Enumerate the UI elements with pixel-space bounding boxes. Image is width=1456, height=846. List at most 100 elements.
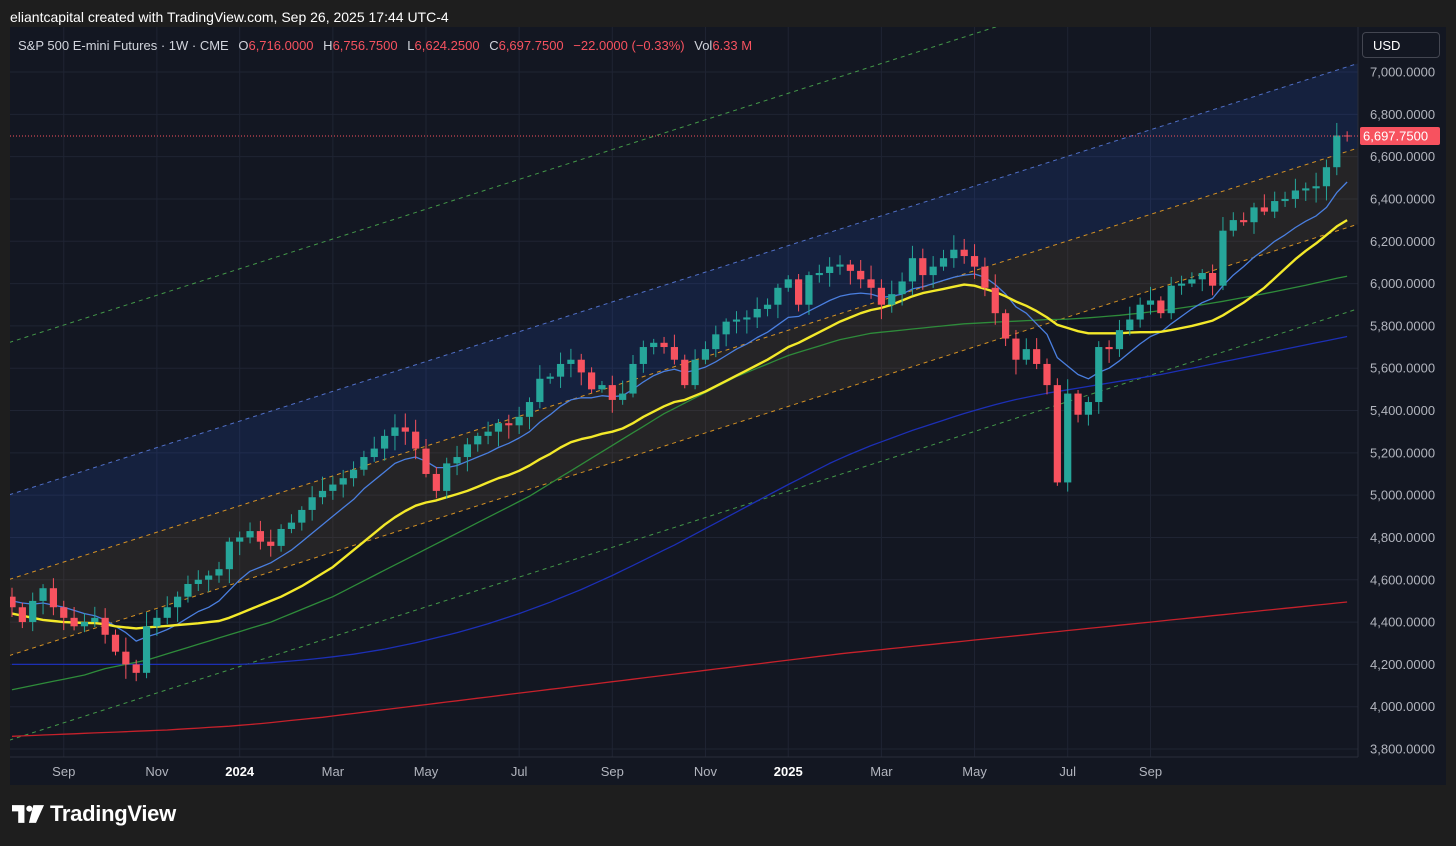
candle-body <box>536 378 544 403</box>
channel-band <box>10 148 1358 656</box>
x-tick-label: Sep <box>52 764 75 779</box>
candle-body <box>163 607 171 618</box>
y-tick-label: 5,200.0000 <box>1370 445 1435 460</box>
candle-body <box>1219 230 1227 286</box>
candle-body <box>1322 167 1331 187</box>
candle-body <box>598 385 606 390</box>
candle-body <box>1333 135 1341 168</box>
x-tick-label: Jul <box>511 764 528 779</box>
candle-body <box>981 266 989 288</box>
candle-body <box>743 317 751 320</box>
candle-body <box>10 596 16 608</box>
candle-body <box>846 264 854 271</box>
candle-body <box>39 588 47 601</box>
brand-name: TradingView <box>50 801 176 826</box>
currency-button[interactable]: USD <box>1362 32 1440 58</box>
candle-body <box>1302 188 1310 191</box>
x-tick-label: Nov <box>145 764 169 779</box>
volume-value: 6.33 M <box>712 38 753 53</box>
candle-body <box>1240 220 1248 223</box>
y-tick-label: 6,600.0000 <box>1370 149 1435 164</box>
last-price-label: 6,697.7500 <box>1363 128 1428 143</box>
channel-line <box>10 308 1358 741</box>
candle-body <box>970 256 979 267</box>
candle-body <box>650 342 658 348</box>
candle-body <box>826 266 834 273</box>
price-chart[interactable]: 3,800.0000 4,000.0000 4,200.0000 4,400.0000… <box>10 27 1446 785</box>
y-tick-label: 5,800.0000 <box>1370 318 1435 333</box>
candle-body <box>1033 349 1041 364</box>
candle-body <box>1084 402 1092 415</box>
candle-body <box>443 463 451 491</box>
candle-body <box>174 596 182 608</box>
candle-body <box>463 444 471 458</box>
high-label: H <box>323 38 333 53</box>
candle-body <box>132 664 140 673</box>
candle-body <box>308 497 316 510</box>
y-tick-label: 5,400.0000 <box>1370 403 1435 418</box>
candle-body <box>1126 319 1134 331</box>
candle-body <box>246 531 254 538</box>
ema-fast-line <box>11 181 1348 642</box>
candle-body <box>101 617 109 635</box>
channel-line <box>10 63 1358 496</box>
y-tick-label: 4,000.0000 <box>1370 699 1435 714</box>
chart-panel[interactable]: 3,800.0000 4,000.0000 4,200.0000 4,400.0000… <box>10 27 1446 785</box>
candle-body <box>60 607 68 618</box>
candle-body <box>1167 285 1175 314</box>
y-tick-label: 4,800.0000 <box>1370 530 1435 545</box>
x-tick-label: May <box>962 764 987 779</box>
ema-slow-line <box>11 219 1348 630</box>
candle-body <box>1250 207 1258 223</box>
high-value: 6,756.7500 <box>332 38 398 53</box>
candle-body <box>329 484 337 491</box>
candle-body <box>525 402 534 417</box>
candle-body <box>494 423 503 432</box>
candle-body <box>287 522 296 529</box>
candle-body <box>588 372 596 390</box>
candle-body <box>722 321 730 335</box>
candle-body <box>1043 363 1051 386</box>
candle-body <box>763 304 772 309</box>
attribution-text: eliantcapital created with TradingView.c… <box>10 9 449 25</box>
candle-body <box>236 537 244 542</box>
candle-body <box>1136 304 1144 320</box>
sma-300-line <box>11 601 1348 737</box>
candle-body <box>888 294 896 305</box>
candle-body <box>556 363 565 377</box>
candle-body <box>577 359 585 373</box>
candle-body <box>381 435 389 449</box>
candle-body <box>608 385 616 400</box>
candle-body <box>1271 201 1279 212</box>
candle-body <box>1281 198 1289 202</box>
candle-body <box>432 473 440 491</box>
y-tick-label: 4,400.0000 <box>1370 615 1435 630</box>
x-tick-label: Sep <box>601 764 624 779</box>
candle-body <box>619 393 627 400</box>
candle-body <box>1146 300 1155 305</box>
candle-body <box>70 617 78 627</box>
sma-200-line <box>12 335 1348 666</box>
candle-body <box>1188 279 1196 284</box>
x-tick-label: May <box>414 764 439 779</box>
candle-body <box>277 528 285 546</box>
y-tick-label: 6,200.0000 <box>1370 234 1435 249</box>
candle-body <box>205 575 213 580</box>
symbol-legend: S&P 500 E-mini Futures · 1W · CME O6,716… <box>18 38 752 53</box>
symbol-name[interactable]: S&P 500 E-mini Futures · 1W · CME <box>18 38 229 53</box>
candle-body <box>795 279 803 305</box>
candle-body <box>670 347 678 360</box>
volume-label: Vol <box>694 38 713 53</box>
candle-body <box>412 431 420 449</box>
candle-body <box>142 626 151 673</box>
candle-body <box>1177 283 1186 286</box>
moving-averages <box>11 181 1348 737</box>
candle-body <box>639 347 647 364</box>
candle-body <box>784 279 792 288</box>
candle-body <box>1012 338 1020 360</box>
candle-body <box>29 600 37 623</box>
candle-body <box>805 275 813 305</box>
candles <box>10 122 1351 682</box>
candle-body <box>836 264 844 267</box>
candle-body <box>184 583 192 597</box>
